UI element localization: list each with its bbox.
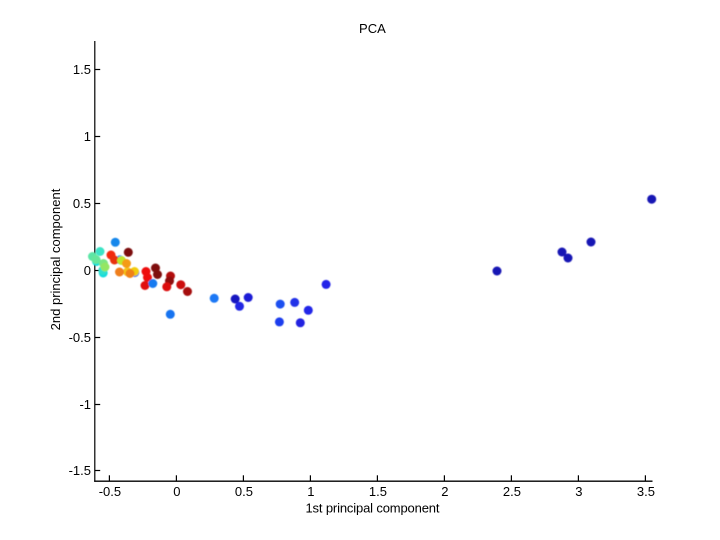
- svg-text:3: 3: [575, 484, 582, 499]
- svg-text:1.5: 1.5: [73, 62, 91, 77]
- svg-text:0.5: 0.5: [73, 196, 91, 211]
- svg-text:-0.5: -0.5: [99, 484, 121, 499]
- svg-text:2nd principal component: 2nd principal component: [48, 188, 63, 330]
- svg-text:0.5: 0.5: [235, 484, 253, 499]
- svg-text:2: 2: [441, 484, 448, 499]
- svg-text:1st principal component: 1st principal component: [305, 500, 439, 515]
- svg-text:2.5: 2.5: [503, 484, 521, 499]
- svg-text:0: 0: [84, 263, 91, 278]
- svg-text:1.5: 1.5: [369, 484, 387, 499]
- svg-text:3.5: 3.5: [637, 484, 655, 499]
- svg-text:PCA: PCA: [359, 21, 386, 36]
- svg-text:1: 1: [84, 129, 91, 144]
- svg-text:-0.5: -0.5: [69, 330, 91, 345]
- svg-text:1: 1: [307, 484, 314, 499]
- svg-text:-1: -1: [79, 397, 91, 412]
- svg-text:0: 0: [173, 484, 180, 499]
- svg-text:-1.5: -1.5: [69, 463, 91, 478]
